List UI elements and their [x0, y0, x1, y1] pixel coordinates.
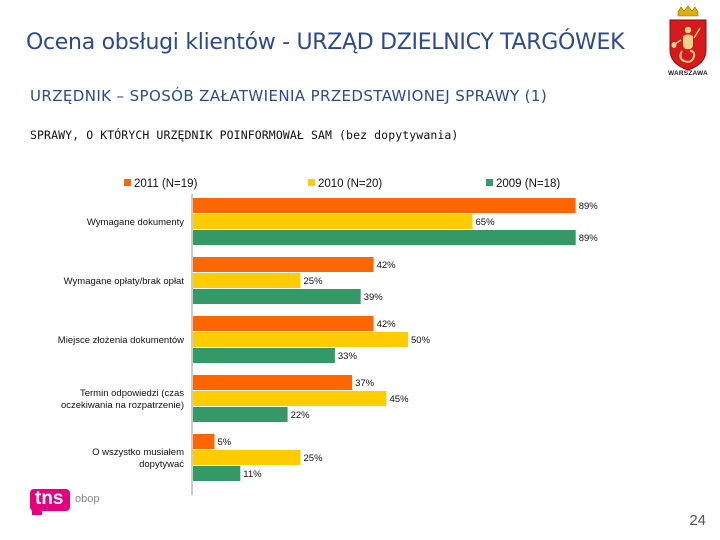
data-label: 5% [218, 437, 232, 448]
page-subtitle: URZĘDNIK – SPOSÓB ZAŁATWIENIA PRZEDSTAWI… [30, 87, 548, 105]
category-label: oczekiwania na rozpatrzenie) [61, 400, 184, 411]
data-label: 42% [377, 319, 397, 330]
warszawa-crest-logo [669, 5, 707, 71]
legend-swatch [124, 179, 131, 186]
bar [193, 332, 408, 347]
bar [193, 214, 473, 229]
data-label: 50% [411, 335, 431, 346]
bar [193, 257, 374, 272]
category-label: Miejsce złożenia dokumentów [58, 335, 184, 346]
bar [193, 466, 241, 481]
category-label: dopytywać [139, 459, 184, 470]
category-label: Wymagane dokumenty [87, 217, 184, 228]
data-label: 65% [476, 217, 496, 228]
page-title: Ocena obsługi klientów - URZĄD DZIELNICY… [26, 30, 625, 55]
data-label: 42% [377, 260, 397, 271]
legend-label: 2010 (N=20) [318, 178, 382, 190]
data-label: 25% [304, 453, 324, 464]
legend-label: 2009 (N=18) [496, 178, 560, 190]
data-label: 37% [355, 378, 375, 389]
data-label: 89% [579, 201, 599, 212]
bar [193, 391, 387, 406]
bar [193, 450, 301, 465]
crest-label: WARSZAWA [668, 70, 708, 77]
legend-swatch [308, 179, 315, 186]
bar [193, 230, 576, 245]
bar [193, 407, 288, 422]
data-label: 33% [338, 351, 358, 362]
data-label: 11% [243, 469, 262, 480]
section-heading: SPRAWY, O KTÓRYCH URZĘDNIK POINFORMOWAŁ … [30, 128, 459, 142]
legend-label: 2011 (N=19) [134, 178, 198, 190]
bar [193, 348, 335, 363]
category-label: Termin odpowiedzi (czas [80, 388, 184, 399]
tns-obop-logo: tns obop [30, 485, 100, 515]
category-label: Wymagane opłaty/brak opłat [64, 276, 185, 287]
bar [193, 375, 353, 390]
tns-logo-text: tns [35, 488, 64, 509]
bar [193, 316, 374, 331]
page-number: 24 [689, 512, 706, 529]
data-label: 22% [291, 410, 311, 421]
data-label: 89% [579, 233, 599, 244]
obop-logo-text: obop [75, 493, 100, 505]
tns-logo-shape [30, 489, 70, 515]
category-label: O wszystko musiałem [92, 447, 184, 458]
data-label: 45% [390, 394, 410, 405]
bar [193, 289, 361, 304]
bar-chart: 2011 (N=19) 2010 (N=20) 2009 (N=18) 89% 65% 8… [58, 178, 599, 495]
bar [193, 273, 301, 288]
data-label: 25% [304, 276, 324, 287]
bar [193, 434, 215, 449]
data-label: 39% [364, 292, 384, 303]
legend-swatch [486, 179, 493, 186]
bar [193, 198, 576, 213]
